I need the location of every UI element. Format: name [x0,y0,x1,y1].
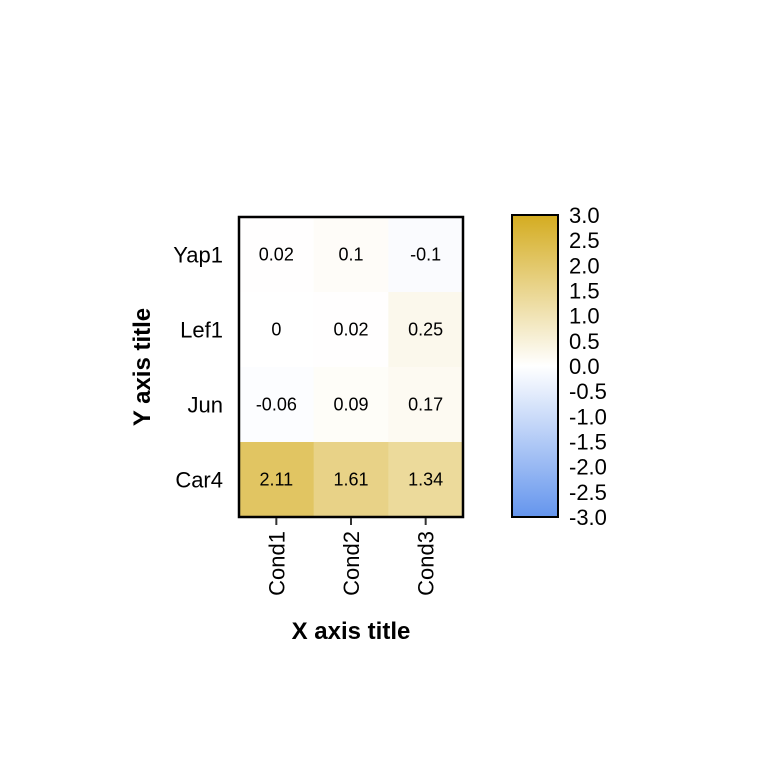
colorbar-tick-labels: 3.02.52.01.51.00.50.0-0.5-1.0-1.5-2.0-2.… [569,203,607,530]
colorbar-tick-label: 1.0 [569,304,600,329]
y-axis-title: Y axis title [129,308,156,426]
heatmap-cell [239,442,315,518]
cell-value-label: 2.11 [259,470,293,490]
cell-value-label: 0.09 [333,395,368,415]
row-label: Car4 [175,468,223,493]
column-labels: Cond1 Cond2 Cond3 [264,531,438,596]
heatmap-cells [239,217,464,518]
cell-value-label: 0.1 [338,245,363,265]
heatmap-cell [313,442,389,518]
heatmap-cell [388,367,464,443]
x-axis-title: X axis title [292,618,411,645]
column-ticks [275,518,427,525]
colorbar-tick-label: -1.0 [569,404,607,429]
heatmap-cell [388,217,464,293]
row-label: Jun [188,393,223,418]
colorbar-tick-label: -3.0 [569,505,607,530]
heatmap-cell [388,442,464,518]
colorbar-tick-label: -0.5 [569,379,607,404]
colorbar-tick-label: 2.5 [569,228,600,253]
heatmap-cell [313,367,389,443]
cell-value-label: 1.61 [333,470,368,490]
colorbar-tick-label: 0.0 [569,354,600,379]
colorbar-tick-label: -1.5 [569,430,607,455]
row-label: Yap1 [173,243,223,268]
column-label: Cond1 [264,531,289,596]
cell-value-label: 0.25 [408,320,443,340]
heatmap-cell [239,367,315,443]
colorbar-tick-label: 0.5 [569,329,600,354]
heatmap-cell-labels: 0.02 0.1 -0.1 0 0.02 0.25 -0.06 0.09 0.17 2.11 1.6… [256,245,443,490]
cell-value-label: 0.17 [408,395,443,415]
column-label: Cond3 [414,531,439,596]
colorbar-tick-label: 2.0 [569,253,600,278]
row-label: Lef1 [180,318,223,343]
heatmap-cell [388,292,464,368]
heatmap-cell [313,217,389,293]
heatmap-cell [239,217,315,293]
cell-value-label: 0.02 [259,245,294,265]
colorbar [511,214,559,518]
heatmap-cell [313,292,389,368]
row-labels: Yap1 Lef1 Jun Car4 [173,243,223,493]
colorbar-tick-label: 3.0 [569,203,600,228]
cell-value-label: 1.34 [408,470,443,490]
plot-border [237,215,465,519]
cell-value-label: 0.02 [333,320,368,340]
colorbar-tick-label: 1.5 [569,279,600,304]
heatmap-cell [239,292,315,368]
cell-value-label: 0 [271,320,281,340]
cell-value-label: -0.1 [410,245,441,265]
cell-value-label: -0.06 [256,395,297,415]
colorbar-tick-label: -2.5 [569,480,607,505]
colorbar-tick-label: -2.0 [569,455,607,480]
column-label: Cond2 [339,531,364,596]
